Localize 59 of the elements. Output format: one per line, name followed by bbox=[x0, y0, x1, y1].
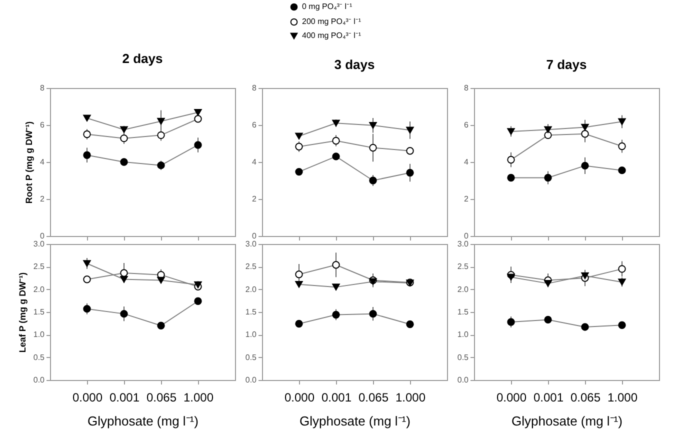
y-tick-label: 0.5 bbox=[457, 352, 470, 362]
x-tick-label: 1.000 bbox=[395, 390, 426, 404]
legend-label: 200 mg PO₄³⁻ l⁻¹ bbox=[302, 17, 362, 26]
y-tick-label: 0 bbox=[252, 232, 258, 240]
legend-label: 0 mg PO₄³⁻ l⁻¹ bbox=[302, 2, 352, 11]
chart-title: 3 days bbox=[334, 57, 375, 72]
y-tick-label: 4 bbox=[40, 158, 46, 166]
x-tick-label: 1.000 bbox=[607, 390, 638, 404]
y-tick-label: 6 bbox=[252, 120, 258, 130]
y-tick-label: 8 bbox=[464, 84, 470, 92]
y-tick-label: 4 bbox=[252, 158, 258, 166]
y-tick-label: 0.0 bbox=[457, 376, 470, 384]
y-tick-label: 2.5 bbox=[457, 262, 470, 272]
y-tick-label: 3.0 bbox=[33, 240, 46, 248]
x-tick-label: 0.000 bbox=[496, 390, 527, 404]
x-tick-label: 0.065 bbox=[146, 390, 177, 404]
legend-label: 400 mg PO₄³⁻ l⁻¹ bbox=[302, 31, 362, 40]
y-tick-label: 1.5 bbox=[33, 308, 46, 316]
y-tick-label: 2 bbox=[40, 194, 46, 204]
y-tick-label: 8 bbox=[40, 84, 46, 92]
y-tick-label: 2.5 bbox=[245, 262, 258, 272]
y-tick-label: 1.0 bbox=[245, 330, 258, 340]
x-tick-label: 0.000 bbox=[284, 390, 315, 404]
x-axis-title: Glyphosate (mg l⁻¹) bbox=[512, 414, 622, 428]
x-tick-label: 0.000 bbox=[72, 390, 103, 404]
x-axis-title: Glyphosate (mg l⁻¹) bbox=[88, 414, 198, 428]
x-tick-label: 0.001 bbox=[109, 390, 140, 404]
y-tick-label: 6 bbox=[464, 120, 470, 130]
y-tick-label: 0.5 bbox=[245, 352, 258, 362]
y-tick-label: 1.0 bbox=[33, 330, 46, 340]
x-tick-label: 0.001 bbox=[321, 390, 352, 404]
y-tick-label: 4 bbox=[464, 158, 470, 166]
y-tick-label: 0.0 bbox=[245, 376, 258, 384]
y-tick-label: 0.5 bbox=[33, 352, 46, 362]
x-axis-title: Glyphosate (mg l⁻¹) bbox=[300, 414, 410, 428]
y-axis-title: Leaf P (mg g DW⁻¹) bbox=[17, 272, 28, 353]
x-tick-label: 1.000 bbox=[183, 390, 214, 404]
y-tick-label: 2.5 bbox=[33, 262, 46, 272]
y-tick-label: 2 bbox=[464, 194, 470, 204]
y-tick-label: 6 bbox=[40, 120, 46, 130]
y-tick-label: 2.0 bbox=[33, 284, 46, 294]
y-tick-label: 0.0 bbox=[33, 376, 46, 384]
y-tick-label: 0 bbox=[464, 232, 470, 240]
chart-title: 7 days bbox=[546, 57, 587, 72]
y-tick-label: 8 bbox=[252, 84, 258, 92]
y-tick-label: 2 bbox=[252, 194, 258, 204]
y-tick-label: 0 bbox=[40, 232, 46, 240]
y-axis-title: Root P (mg g DW⁻¹) bbox=[24, 121, 34, 204]
x-tick-label: 0.065 bbox=[358, 390, 389, 404]
y-tick-label: 1.5 bbox=[245, 308, 258, 316]
y-tick-label: 1.0 bbox=[457, 330, 470, 340]
y-tick-label: 3.0 bbox=[245, 240, 258, 248]
x-tick-label: 0.001 bbox=[533, 390, 564, 404]
x-tick-label: 0.065 bbox=[570, 390, 601, 404]
y-tick-label: 2.0 bbox=[457, 284, 470, 294]
y-tick-label: 1.5 bbox=[457, 308, 470, 316]
chart-title: 2 days bbox=[122, 51, 163, 66]
y-tick-label: 3.0 bbox=[457, 240, 470, 248]
y-tick-label: 2.0 bbox=[245, 284, 258, 294]
